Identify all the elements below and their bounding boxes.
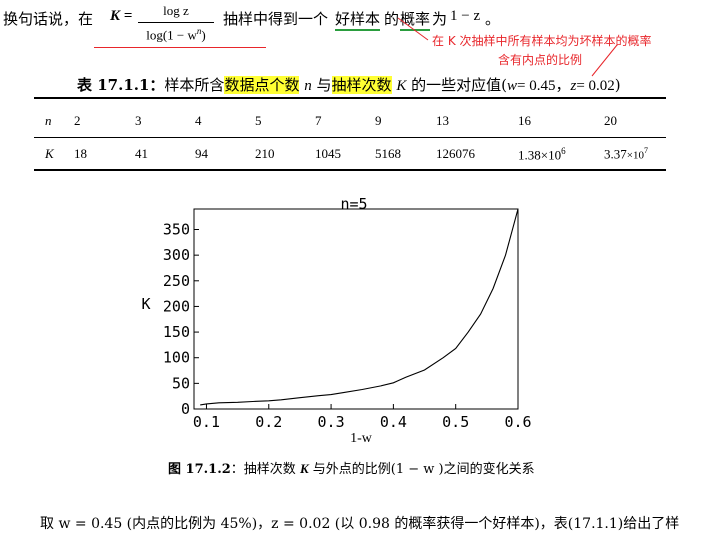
y-tick-label: 50	[172, 374, 190, 392]
k-cell: 210	[255, 146, 275, 161]
intro-text-1: 抽样中得到一个	[223, 10, 329, 28]
table-caption-label: 表 17.1.1：	[77, 76, 165, 94]
x-tick-label: 0.2	[255, 413, 282, 431]
table-caption-z-val: = 0.02	[576, 78, 615, 94]
plot-frame	[193, 208, 519, 410]
chart-x-axis-label: 1-w	[350, 431, 373, 446]
table-caption-text3: 的一些对应值(	[411, 76, 507, 94]
rhs-text: 1 − z	[450, 8, 481, 24]
figure-caption-text2: 与外点的比例(1 − w )之间的变化关系	[312, 462, 535, 477]
k-cell: 18	[74, 146, 87, 161]
formula-numerator: log z	[163, 3, 189, 18]
intro-end: 。	[485, 10, 501, 28]
figure-caption-text1: 抽样次数	[243, 462, 296, 477]
y-tick-label: 350	[163, 221, 190, 239]
figure-caption-label: 图 17.1.2	[168, 462, 231, 477]
x-tick-label: 0.6	[504, 413, 531, 431]
table-top-rule	[34, 97, 666, 99]
chart-axes	[193, 208, 519, 410]
table-mid-rule	[34, 137, 666, 138]
table-bottom-rule	[34, 169, 666, 171]
n-cell: 2	[74, 113, 81, 128]
table-caption-text1: 样本所含	[164, 76, 225, 94]
x-tick-label: 0.3	[318, 413, 345, 431]
table-caption-w: w	[506, 78, 517, 94]
bottom-paragraph: 取 w = 0.45 (内点的比例为 45%)，z = 0.02 (以 0.98…	[40, 516, 680, 532]
intro-text-3: 为	[432, 10, 448, 28]
k-cell: 5168	[375, 146, 401, 161]
figure-caption: 图 17.1.2：抽样次数 K 与外点的比例(1 − w )之间的变化关系	[168, 458, 535, 477]
figure-caption-k: K	[299, 461, 309, 476]
x-tick-label: 0.1	[193, 413, 220, 431]
chart-y-axis-label: K	[141, 295, 150, 313]
table-caption-text2: 与	[316, 76, 332, 94]
y-tick-label: 300	[163, 246, 190, 264]
table-caption-w-val: = 0.45	[517, 78, 556, 94]
chart: n=5 K 1-w 0.1 0.2 0.3 0.4 0.5 0.6 0 50 100 150 200…	[141, 195, 532, 446]
table-caption-z: z	[570, 78, 577, 94]
annotation-line-2: 含有内点的比例	[498, 53, 583, 67]
y-tick-label: 250	[163, 272, 190, 290]
denominator-text: log(1 − w	[146, 27, 197, 43]
formula-fraction: log z log(1 − wn)	[134, 3, 218, 47]
annotation-pointers	[397, 17, 618, 77]
intro-text-2: 的	[384, 10, 400, 28]
good-sample-term: 好样本	[335, 8, 381, 31]
y-tick-label: 0	[181, 400, 190, 418]
chart-title: n=5	[340, 195, 367, 213]
fraction-bar	[138, 22, 214, 23]
denominator-close: )	[201, 27, 206, 43]
k-sci-1-exp: 6	[561, 146, 566, 156]
k-cell: 1045	[315, 146, 341, 161]
denominator-exp: n	[196, 26, 202, 36]
y-tick-label: 150	[163, 323, 190, 341]
row-k-label: K	[45, 146, 54, 161]
intro-line: 换句话说，在 K = log z log(1 − wn) 抽样中得到一个 好样本…	[3, 3, 523, 54]
chart-series-line	[200, 208, 519, 406]
n-cell: 20	[604, 113, 617, 128]
table-caption-sep: ，	[555, 76, 571, 94]
k-cell-sci-1: 1.38×106	[518, 146, 566, 163]
n-cell: 9	[375, 113, 382, 128]
table-caption-k: K	[396, 78, 407, 94]
k-sci-2-base: 3.37	[604, 146, 627, 162]
formula-underline	[94, 47, 266, 48]
n-cell: 4	[195, 113, 202, 128]
row-n-label: n	[45, 113, 52, 128]
x-tick-label: 0.4	[380, 413, 407, 431]
table-caption-close: )	[614, 76, 621, 94]
table-caption: 表 17.1.1：样本所含数据点个数 n 与抽样次数 K 的一些对应值(w= 0…	[77, 74, 621, 95]
intro-lead: 换句话说，在	[3, 10, 94, 28]
y-tick-label: 200	[163, 297, 190, 315]
k-cell: 94	[195, 146, 208, 161]
k-cell: 126076	[436, 146, 475, 161]
formula-denominator: log(1 − wn)	[134, 26, 218, 43]
n-cell: 3	[135, 113, 142, 128]
k-sci-2-tail: ×10	[626, 149, 644, 162]
k-cell: 41	[135, 146, 148, 161]
k-cell-sci-2: 3.37×107	[604, 146, 648, 162]
table-caption-n: n	[304, 78, 312, 94]
table-caption-hl1: 数据点个数	[224, 76, 300, 94]
n-cell: 5	[255, 113, 262, 128]
formula-rhs: 1 − z	[450, 8, 480, 25]
n-cell: 16	[518, 113, 531, 128]
y-tick-label: 100	[163, 349, 190, 367]
x-tick-label: 0.5	[442, 413, 469, 431]
n-cell: 13	[436, 113, 449, 128]
table-caption-hl2: 抽样次数	[331, 76, 392, 94]
k-sci-1-base: 1.38×10	[518, 147, 562, 163]
formula-lhs: K =	[110, 8, 133, 24]
chart-ticks: 0.1 0.2 0.3 0.4 0.5 0.6 0 50 100 150 200 250 300 350	[163, 221, 532, 431]
k-sci-2-exp: 7	[643, 146, 648, 155]
annotation-line-1: 在 K 次抽样中所有样本均为坏样本的概率	[432, 34, 652, 48]
figure-caption-sep: ：	[230, 462, 244, 477]
n-cell: 7	[315, 113, 322, 128]
